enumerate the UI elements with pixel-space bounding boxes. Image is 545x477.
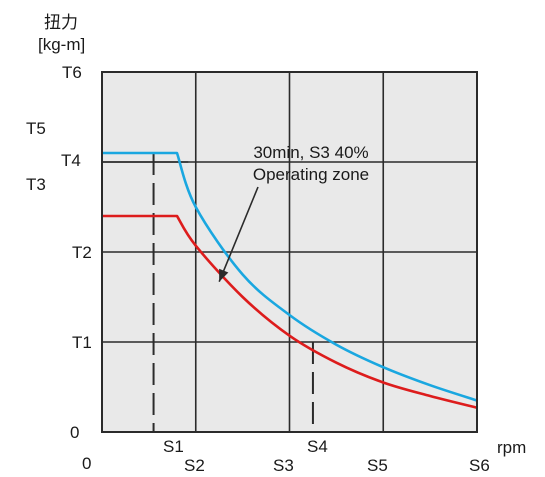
annotation-arrow [218, 186, 259, 283]
y-tick-label: T1 [72, 333, 92, 352]
x-tick-label: S4 [307, 437, 328, 456]
y-tick-label: 0 [70, 423, 79, 442]
grid [102, 72, 477, 432]
y-tick-label: T6 [62, 63, 82, 82]
y-tick-label: T5 [26, 119, 46, 138]
x-tick-label: S5 [367, 456, 388, 475]
y-tick-label: T2 [72, 243, 92, 262]
y-axis-unit: [kg-m] [38, 35, 85, 54]
x-axis-unit: rpm [497, 438, 526, 457]
y-tick-labels: 0 T1 T2 T3 T4 T5 T6 [26, 63, 92, 442]
x-tick-label: S1 [163, 437, 184, 456]
x-tick-label: 0 [82, 454, 91, 473]
series-line-blue [102, 151, 478, 402]
y-tick-label: T4 [61, 151, 81, 170]
annotation-arrow-head [219, 268, 229, 282]
annotation-line-2: Operating zone [253, 165, 369, 184]
series [102, 151, 478, 409]
y-axis-title: 扭力 [44, 13, 78, 32]
x-tick-label: S6 [469, 456, 490, 475]
x-tick-label: S3 [273, 456, 294, 475]
annotation-line-1: 30min, S3 40% [253, 143, 368, 162]
x-tick-label: S2 [184, 456, 205, 475]
plot-frame [101, 71, 478, 433]
dashed-markers [152, 153, 314, 432]
y-tick-label: T3 [26, 175, 46, 194]
series-line-red [102, 214, 478, 409]
